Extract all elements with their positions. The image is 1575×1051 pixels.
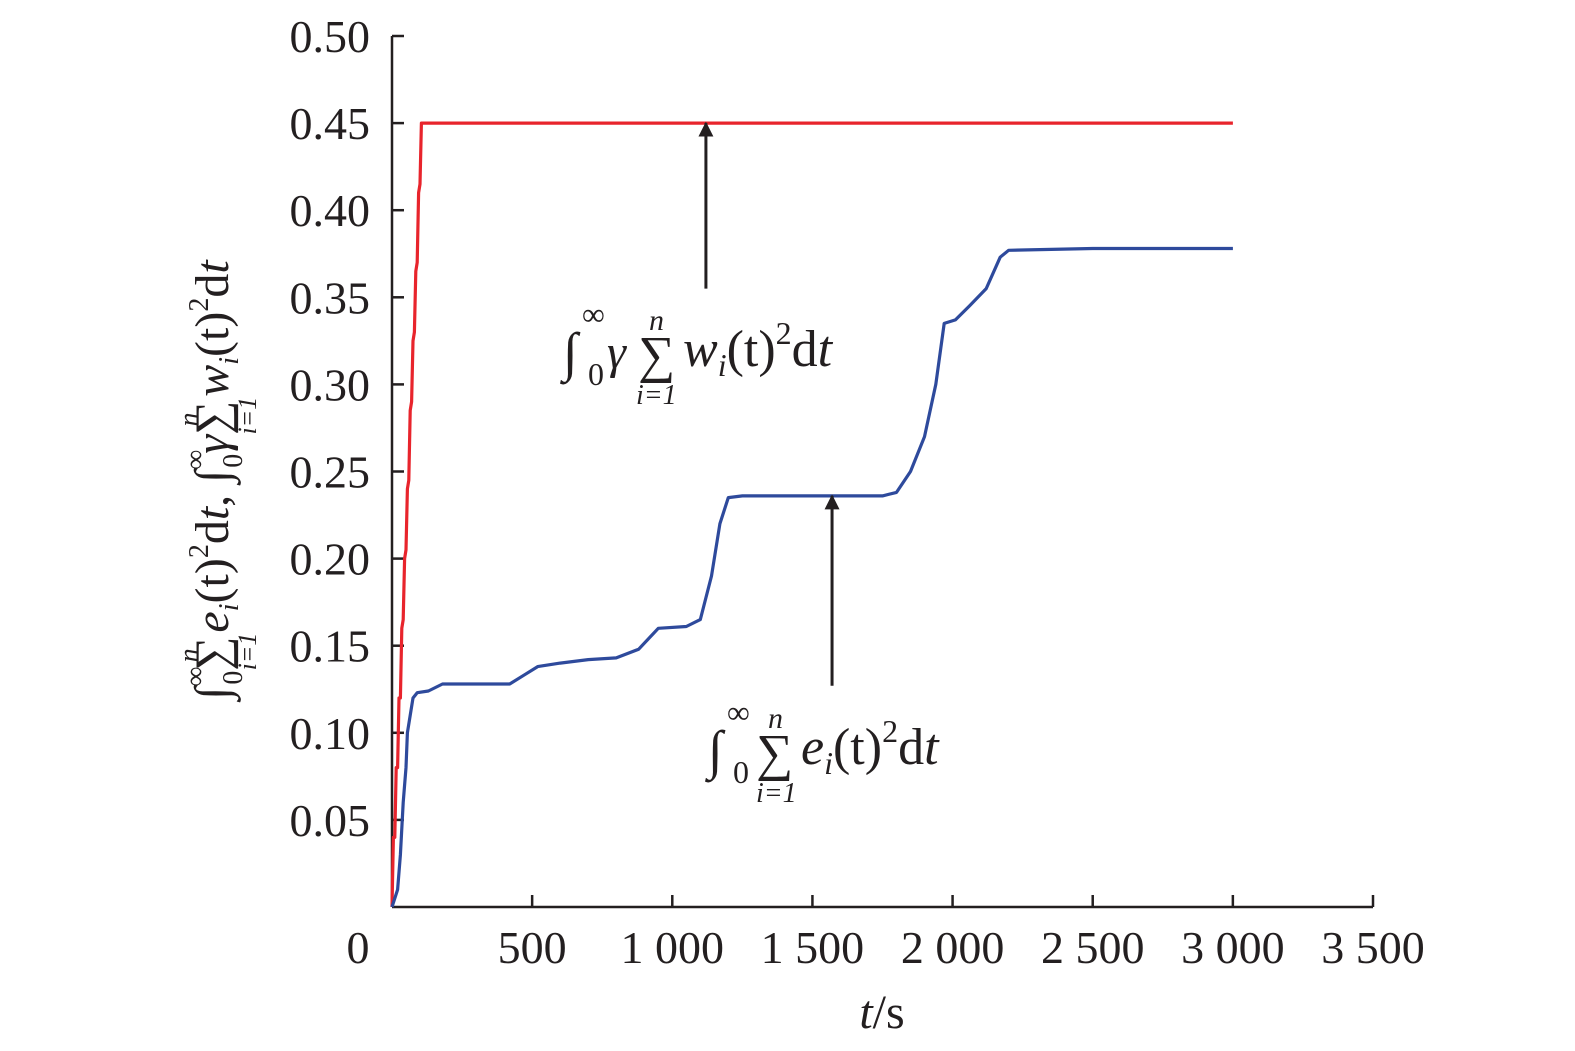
y-tick-label: 0.40 <box>290 185 371 236</box>
red-label-gamma: γ <box>607 326 627 379</box>
y-label-sum2-upper: n <box>174 413 205 427</box>
x-tick-label: 3 500 <box>1321 922 1425 973</box>
axes <box>390 36 1373 909</box>
red-label-sup: 2 <box>776 315 792 351</box>
blue-label-integral-lower: 0 <box>733 754 749 790</box>
red-label-integral-upper: ∞ <box>582 296 605 332</box>
series-line-blue <box>390 246 1233 908</box>
y-label-arg1: (t) <box>186 558 239 603</box>
x-label-unit: /s <box>873 986 905 1039</box>
blue-label-sum-lower: i=1 <box>756 778 797 809</box>
y-label-sum-lower: i=1 <box>233 633 262 671</box>
y-label-integral-upper: ∞ <box>180 667 211 687</box>
y-label-sum2: ∑ <box>186 401 239 435</box>
series-layer <box>390 121 1233 908</box>
blue-label-integral-upper: ∞ <box>727 694 750 730</box>
y-label-integral: ∫ <box>186 684 241 703</box>
y-tick-label: 0.35 <box>290 272 371 323</box>
y-label-integral2-lower: 0 <box>218 454 249 468</box>
y-tick-label: 0.45 <box>290 98 371 149</box>
x-tick-label: 2 000 <box>901 922 1005 973</box>
y-tick-label: 0.25 <box>290 447 371 498</box>
x-ticks: 0 500 1 000 1 500 2 000 2 500 3 000 3 500 <box>347 895 1425 973</box>
red-label-sub: i <box>718 347 727 383</box>
blue-label-t: t <box>924 719 940 776</box>
annotation-blue-label: ∫ ∞ 0 ∑ n i=1 ei(t)2dt <box>705 694 940 809</box>
y-label-d2: d <box>186 274 239 298</box>
blue-label-arg: (t) <box>833 719 882 776</box>
y-label-integral2: ∫ <box>186 467 241 486</box>
y-label-integral2-upper: ∞ <box>180 450 211 470</box>
blue-label-sum: ∑ <box>756 725 793 782</box>
y-label-sum2-lower: i=1 <box>233 397 262 435</box>
red-label-t: t <box>818 321 834 378</box>
x-label-var: t <box>859 986 874 1039</box>
y-label-sep: , <box>186 495 239 507</box>
x-tick-label: 1 000 <box>621 922 725 973</box>
x-tick-label: 2 500 <box>1041 922 1145 973</box>
red-label-w: w <box>683 321 718 378</box>
y-tick-label: 0.10 <box>290 708 371 759</box>
y-label-sup1: 2 <box>184 544 215 558</box>
y-label-t2: t <box>186 259 239 274</box>
red-label-integral: ∫ <box>560 322 581 385</box>
y-label-sum: ∑ <box>186 636 239 670</box>
y-tick-label: 0.50 <box>290 11 371 62</box>
blue-label-sub: i <box>824 745 833 781</box>
blue-label-body: ei(t)2dt <box>801 713 940 781</box>
y-tick-label: 0.30 <box>290 359 371 410</box>
y-label-sup2: 2 <box>184 298 215 312</box>
y-label-gamma: γ <box>186 434 239 454</box>
y-axis-label: ∫∞ 0∑n i=1ei(t)2dt,∫∞ 0γ∑n i=1wi(t)2dt <box>174 259 262 703</box>
blue-label-d: d <box>898 719 924 776</box>
x-axis-label: t/s <box>859 986 904 1039</box>
y-ticks: 0.05 0.10 0.15 0.20 0.25 0.30 0.35 0.40 0.45 0.50 <box>290 11 404 846</box>
blue-label-sup: 2 <box>882 713 898 749</box>
series-line-red <box>390 121 1233 908</box>
y-tick-label: 0.15 <box>290 621 371 672</box>
y-label-w-sub: i <box>214 357 245 365</box>
y-label-t1: t <box>186 505 239 520</box>
y-label-e-sub: i <box>214 603 245 611</box>
y-label-e: e <box>186 611 239 632</box>
y-label-sum-upper: n <box>174 648 205 662</box>
y-tick-label: 0.20 <box>290 534 371 585</box>
y-label-w: w <box>186 365 239 397</box>
annotation-red-label: ∫ ∞ 0 γ ∑ n i=1 wi(t)2dt <box>560 296 834 411</box>
x-tick-label: 500 <box>498 922 567 973</box>
y-label-arg2: (t) <box>186 312 239 357</box>
x-tick-label: 0 <box>347 922 370 973</box>
red-label-arg: (t) <box>727 321 776 378</box>
blue-label-integral: ∫ <box>705 720 726 783</box>
y-tick-label: 0.05 <box>290 795 371 846</box>
blue-label-sum-upper: n <box>768 702 783 735</box>
red-label-sum-lower: i=1 <box>636 380 677 411</box>
x-tick-label: 3 000 <box>1181 922 1285 973</box>
blue-label-e: e <box>801 719 824 776</box>
red-label-sum-upper: n <box>649 304 664 337</box>
red-label-sum: ∑ <box>638 327 675 384</box>
x-tick-label: 1 500 <box>761 922 865 973</box>
annotation-arrows <box>698 121 840 686</box>
y-label-d1: d <box>186 520 239 544</box>
red-label-body: wi(t)2dt <box>683 315 834 383</box>
red-label-integral-lower: 0 <box>588 356 604 392</box>
y-label-integral-lower: 0 <box>218 671 249 685</box>
red-label-d: d <box>792 321 818 378</box>
